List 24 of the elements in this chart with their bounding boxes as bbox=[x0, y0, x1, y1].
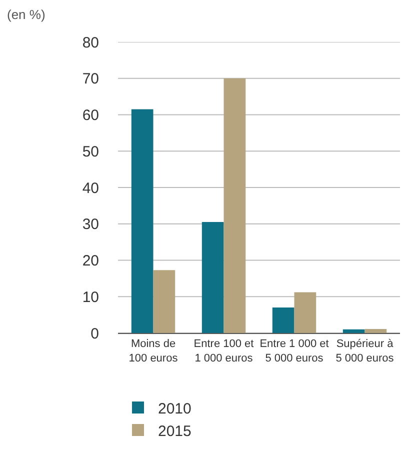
y-tick-label: 30 bbox=[82, 216, 99, 234]
bar bbox=[342, 329, 365, 333]
y-tick-label: 40 bbox=[82, 180, 99, 197]
y-tick-label: 70 bbox=[82, 70, 99, 88]
bar bbox=[131, 109, 154, 333]
y-tick-label: 10 bbox=[82, 288, 99, 306]
x-tick-label: Moins de 100 euros bbox=[128, 338, 178, 364]
bar bbox=[153, 270, 176, 333]
x-tick-label: Entre 100 et 1 000 euros bbox=[194, 338, 254, 364]
x-tick-label: Entre 1 000 et 5 000 euros bbox=[260, 338, 329, 364]
legend-label: 2015 bbox=[158, 422, 192, 440]
bar bbox=[272, 308, 294, 333]
y-tick-label: 50 bbox=[82, 143, 99, 160]
bar bbox=[294, 292, 316, 333]
y-axis-title: (en %) bbox=[7, 7, 46, 22]
y-tick-label: 60 bbox=[82, 107, 99, 124]
bar bbox=[224, 78, 246, 333]
x-tick-label: Supérieur à 5 000 euros bbox=[336, 338, 394, 364]
bar bbox=[202, 222, 224, 333]
y-tick-label: 0 bbox=[90, 325, 99, 342]
bar bbox=[364, 329, 387, 333]
y-tick-label: 80 bbox=[82, 34, 99, 52]
y-tick-label: 20 bbox=[82, 252, 99, 270]
legend-label: 2010 bbox=[158, 400, 192, 418]
